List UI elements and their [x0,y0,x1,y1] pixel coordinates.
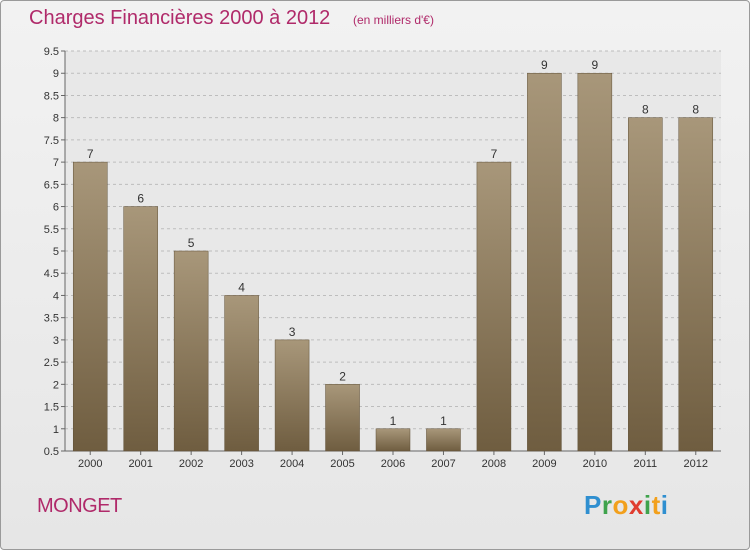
x-tick-label: 2010 [583,458,607,470]
x-tick-label: 2002 [179,458,203,470]
bar [173,250,209,452]
bar [476,161,512,452]
x-tick-label: 2007 [431,458,455,470]
y-tick-label: 2 [53,379,59,391]
data-label: 1 [440,414,447,428]
logo-letter: P [584,490,602,520]
y-tick-label: 1 [53,424,59,436]
bar [527,72,562,452]
data-label: 9 [541,58,548,72]
x-tick-label: 2000 [78,458,102,470]
logo-letter: i [660,490,669,520]
data-label: 7 [491,147,498,161]
chart-title: Charges Financières 2000 à 2012 [29,7,331,29]
x-tick-label: 2009 [532,458,556,470]
y-tick-label: 3.5 [44,313,59,325]
y-tick-label: 4.5 [44,268,59,280]
y-tick-label: 3 [53,335,59,347]
data-label: 8 [692,103,699,117]
data-label: 2 [339,369,346,383]
x-tick-label: 2004 [280,458,304,470]
data-label: 4 [238,280,245,294]
y-tick-label: 5.5 [44,224,59,236]
y-tick-label: 9.5 [44,46,59,58]
bars [72,72,714,452]
x-tick-label: 2005 [330,458,354,470]
y-tick-label: 1.5 [44,402,59,414]
proxiti-logo: Proxiti [584,490,668,521]
bar [375,428,411,452]
logo-letter: r [601,490,613,520]
y-tick-label: 4 [53,290,59,302]
data-label: 8 [642,103,649,117]
x-tick-label: 2003 [229,458,253,470]
x-tick-label: 2001 [128,458,152,470]
bar [577,72,613,452]
data-label: 3 [289,325,296,339]
x-tick-label: 2011 [633,458,657,470]
y-tick-label: 0.5 [44,446,59,458]
logo-letter: x [628,490,644,520]
data-label: 9 [592,58,599,72]
logo-letter: o [612,490,629,520]
bar [325,384,360,452]
y-tick-label: 2.5 [44,357,59,369]
data-label: 6 [137,192,144,206]
bar [678,117,714,452]
x-tick-label: 2012 [684,458,708,470]
x-tick-label: 2008 [482,458,506,470]
data-label: 5 [188,236,195,250]
logo-letter: t [651,490,661,520]
bar [224,295,259,452]
commune-name: MONGET [37,495,122,517]
bar [123,206,158,452]
y-tick-label: 9 [53,68,59,80]
y-tick-label: 8 [53,113,59,125]
y-tick-label: 6.5 [44,179,59,191]
bar [274,339,310,452]
x-tick-label: 2006 [381,458,405,470]
chart-subtitle: (en milliers d'€) [353,13,434,27]
y-tick-label: 7.5 [44,135,59,147]
bar [426,428,461,452]
logo-letter: i [643,490,652,520]
data-label: 1 [390,414,397,428]
y-tick-label: 8.5 [44,90,59,102]
bar [628,117,663,452]
data-label: 7 [87,147,94,161]
labels: 2000 7 2001 6 2002 5 2003 4 2004 3 2005 2 2006 1 2007 1… [78,58,708,470]
bar [72,161,108,452]
y-tick-label: 7 [53,157,59,169]
gridlines [65,50,721,452]
y-tick-label: 6 [53,202,59,214]
y-tick-label: 5 [53,246,59,258]
